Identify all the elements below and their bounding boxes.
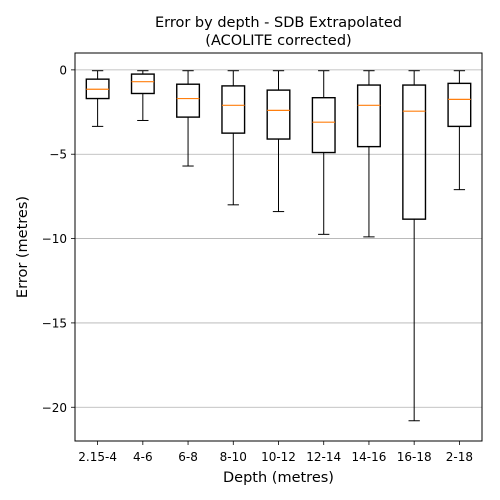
- x-tick-label: 14-16: [352, 450, 387, 464]
- x-tick-label: 2-18: [446, 450, 473, 464]
- iqr-box: [403, 85, 426, 219]
- x-tick-label: 6-8: [178, 450, 198, 464]
- x-tick-label: 8-10: [220, 450, 247, 464]
- grid-lines: [75, 70, 482, 407]
- iqr-box: [222, 86, 245, 133]
- x-tick-label: 4-6: [133, 450, 153, 464]
- x-tick-label: 10-12: [261, 450, 296, 464]
- box-8-10: [222, 71, 245, 205]
- x-axis: 2.15-4 4-6 6-8 8-10 10-12 12-14 14-16 16-18 2-18: [78, 441, 473, 464]
- y-axis: 0 −5 −10 −15 −20: [42, 63, 75, 414]
- box-12-14: [312, 71, 335, 235]
- x-tick-label: 12-14: [306, 450, 341, 464]
- iqr-box: [312, 98, 335, 153]
- x-tick-label: 2.15-4: [78, 450, 117, 464]
- iqr-box: [132, 74, 155, 93]
- box-14-16: [358, 71, 381, 237]
- y-tick-label: −5: [49, 148, 67, 162]
- box-4-6: [132, 71, 155, 121]
- boxes-group: [86, 71, 470, 421]
- y-tick-label: 0: [59, 63, 67, 77]
- y-tick-label: −20: [42, 401, 67, 415]
- y-tick-label: −10: [42, 232, 67, 246]
- iqr-box: [358, 85, 381, 147]
- box-2.15-4: [86, 71, 109, 127]
- chart-title: Error by depth - SDB Extrapolated: [155, 15, 402, 31]
- y-axis-label: Error (metres): [15, 196, 31, 298]
- box-10-12: [267, 71, 290, 212]
- iqr-box: [448, 83, 471, 126]
- iqr-box: [177, 84, 200, 117]
- box-2-18: [448, 71, 471, 190]
- box-6-8: [177, 71, 200, 166]
- chart-subtitle: (ACOLITE corrected): [205, 33, 351, 49]
- x-axis-label: Depth (metres): [223, 470, 334, 486]
- box-16-18: [403, 71, 426, 421]
- iqr-box: [267, 90, 290, 139]
- y-tick-label: −15: [42, 316, 67, 330]
- x-tick-label: 16-18: [397, 450, 432, 464]
